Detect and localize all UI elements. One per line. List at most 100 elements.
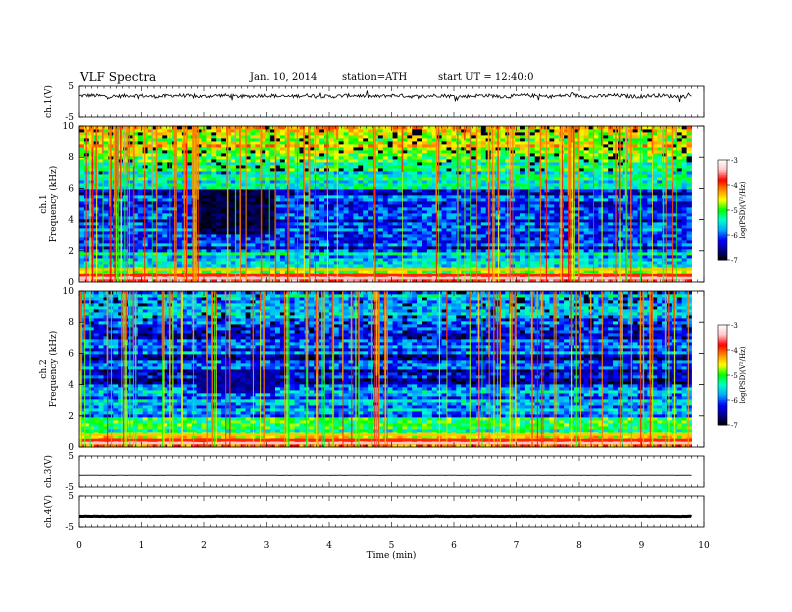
spectrogram-cell (275, 138, 281, 142)
spectrogram-cell (250, 138, 256, 142)
spectrogram-cell (137, 240, 144, 244)
spectrogram-cell (368, 135, 374, 139)
spectrogram-cell (240, 198, 246, 202)
spectrogram-cell (461, 132, 467, 136)
spectrogram-cell (368, 174, 374, 178)
spectrogram-cell (461, 261, 467, 265)
spectrogram-cell (412, 156, 418, 160)
spectrogram-cell (338, 159, 344, 163)
spectrogram-cell (147, 144, 153, 148)
spectrogram-cell (206, 225, 212, 229)
spectrogram-cell (147, 216, 153, 220)
spectrogram-cell (387, 174, 393, 178)
spectrogram-cell (265, 201, 271, 205)
spectrogram-cell (270, 186, 276, 190)
spectrogram-cell (446, 234, 452, 238)
spectrogram-cell (436, 183, 442, 187)
spectrogram-cell (103, 132, 109, 136)
spectrogram-cell (426, 210, 433, 214)
spectrogram-cell (196, 252, 202, 256)
spectrogram-cell (98, 204, 104, 208)
spectrogram-cell (255, 168, 261, 172)
spectrogram-cell (235, 255, 242, 259)
spectrogram-cell (186, 126, 193, 130)
spectrogram-cell (137, 192, 144, 196)
spectrogram-cell (250, 255, 256, 259)
spectrogram-cell (412, 219, 418, 223)
spectrogram-cell (226, 210, 232, 214)
spectrogram-cell (216, 192, 222, 196)
spectrogram-cell (422, 168, 428, 172)
spectrogram-cell (137, 189, 144, 193)
spectrogram-cell (368, 216, 374, 220)
spectrogram-cell (245, 210, 251, 214)
spectrogram-cell (142, 126, 148, 130)
spectrogram-cell (132, 168, 139, 172)
spectrogram-cell (314, 261, 320, 265)
spectrogram-cell (128, 219, 134, 223)
spectrogram-cell (260, 192, 266, 196)
spectrogram-cell (289, 189, 295, 193)
spectrogram-cell (363, 228, 369, 232)
spectrogram-cell (245, 126, 251, 130)
spectrogram-cell (255, 243, 261, 247)
spectrogram-cell (157, 252, 163, 256)
spectrogram-cell (377, 162, 384, 166)
spectrogram-cell (461, 234, 467, 238)
spectrogram-cell (451, 207, 457, 211)
spectrogram-cell (245, 162, 251, 166)
spectrogram-cell (250, 270, 256, 274)
spectrogram-cell (314, 258, 320, 262)
spectrogram-cell (186, 225, 193, 229)
spectrogram-cell (333, 198, 340, 202)
spectrogram-cell (206, 165, 212, 169)
spectrogram-cell (422, 141, 428, 145)
spectrogram-cell (363, 165, 369, 169)
spectrogram-cell (162, 138, 168, 142)
spectrogram-cell (417, 237, 423, 241)
spectrogram-cell (201, 162, 207, 166)
spectrogram-cell (417, 234, 423, 238)
spectrogram-cell (343, 252, 349, 256)
spectrogram-cell (446, 225, 452, 229)
spectrogram-cell (353, 150, 359, 154)
spectrogram-cell (412, 213, 418, 217)
spectrogram-cell (422, 258, 428, 262)
spectrogram-cell (417, 147, 423, 151)
spectrogram-cell (358, 186, 364, 190)
spectrogram-cell (279, 138, 286, 142)
spectrogram-cell (255, 255, 261, 259)
spectrogram-cell (103, 210, 109, 214)
spectrogram-cell (226, 189, 232, 193)
spectrogram-cell (206, 261, 212, 265)
spectrogram-cell (98, 249, 104, 253)
spectrogram-cell (235, 246, 242, 250)
spectrogram-cell (260, 129, 266, 133)
spectrogram-cell (147, 138, 153, 142)
spectrogram-cell (255, 237, 261, 241)
spectrogram-cell (206, 255, 212, 259)
spectrogram-cell (407, 177, 413, 181)
spectrogram-cell (98, 210, 104, 214)
spectrogram-cell (441, 246, 447, 250)
spectrogram-cell (446, 180, 452, 184)
spectrogram-cell (162, 162, 168, 166)
spectrogram-cell (314, 195, 320, 199)
spectrogram-cell (235, 204, 242, 208)
spectrogram-cell (402, 264, 408, 268)
spectrogram-cell (186, 258, 193, 262)
spectrogram-cell (177, 216, 183, 220)
spectrogram-cell (422, 138, 428, 142)
spectrogram-cell (338, 132, 344, 136)
spectrogram-cell (461, 240, 467, 244)
spectrogram-cell (255, 231, 261, 235)
spectrogram-cell (392, 210, 398, 214)
spectrogram-cell (353, 219, 359, 223)
spectrogram-cell (407, 222, 413, 226)
spectrogram-cell (230, 156, 237, 160)
spectrogram-cell (147, 252, 153, 256)
spectrogram-cell (245, 222, 251, 226)
spectrogram-cell (142, 213, 148, 217)
spectrogram-cell (402, 219, 408, 223)
spectrogram-cell (343, 264, 349, 268)
